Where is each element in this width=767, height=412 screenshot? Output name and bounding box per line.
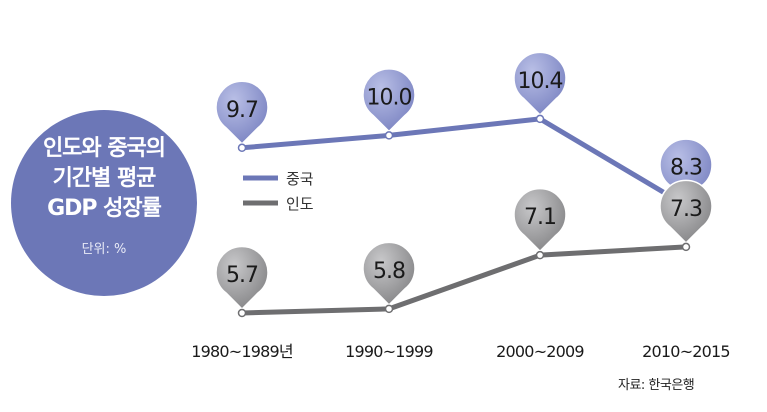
data-marker-india: [215, 245, 269, 311]
data-dot-india: [681, 242, 691, 252]
data-marker-india: [362, 241, 416, 306]
data-point-india: 7.3: [659, 179, 713, 252]
data-dot-india: [535, 250, 545, 260]
data-label-india: 7.3: [670, 197, 702, 222]
data-marker-china: [513, 51, 567, 116]
data-dot-china: [384, 131, 394, 140]
data-dot-india: [237, 308, 247, 318]
legend-label-china: 중국: [286, 170, 314, 188]
series-line-china: [241, 116, 688, 208]
title-line-2: 기간별 평균: [52, 166, 157, 191]
data-label-china: 10.4: [518, 69, 563, 94]
x-tick-label: 1990~1999: [345, 342, 433, 361]
data-label-china: 9.7: [226, 98, 258, 123]
chart-title: 인도와 중국의 기간별 평균 GDP 성장률: [11, 134, 197, 224]
title-line-3: GDP 성장률: [47, 196, 162, 221]
x-axis-labels: 1980~1989년 1990~1999 2000~2009 2010~2015: [191, 342, 730, 361]
data-marker-india: [513, 188, 567, 253]
data-point-india: 5.7: [215, 245, 269, 318]
data-label-china: 10.0: [367, 85, 412, 110]
unit-label: 단위: %: [81, 242, 127, 257]
data-point-india: 5.8: [362, 241, 416, 314]
x-tick-label: 2000~2009: [496, 342, 584, 361]
series-markers: 9.7 10.0 10.4 8.3 5.7 5.8 7.1 7.3: [215, 51, 713, 318]
data-point-china: 9.7: [215, 80, 269, 153]
data-dot-china: [535, 114, 545, 124]
series-lines: [241, 116, 688, 316]
legend-label-india: 인도: [286, 195, 314, 213]
data-label-india: 5.7: [226, 263, 258, 288]
data-marker-china: [215, 80, 269, 145]
source-label: 자료: 한국은행: [618, 378, 695, 393]
data-dot-china: [237, 143, 247, 153]
data-label-china: 8.3: [670, 156, 702, 181]
data-point-india: 7.1: [513, 188, 567, 260]
data-label-india: 5.8: [373, 259, 405, 284]
data-marker-china: [362, 68, 416, 133]
data-dot-india: [384, 304, 394, 314]
x-tick-label: 2010~2015: [642, 342, 730, 361]
data-point-china: 10.4: [513, 51, 567, 124]
data-marker-india: [659, 179, 713, 244]
title-line-1: 인도와 중국의: [42, 136, 166, 161]
series-line-india: [241, 244, 687, 316]
title-badge: 인도와 중국의 기간별 평균 GDP 성장률 단위: %: [11, 110, 197, 296]
data-point-china: 10.0: [362, 68, 416, 140]
x-tick-label: 1980~1989년: [191, 342, 293, 361]
data-label-india: 7.1: [524, 205, 556, 230]
legend: 중국 인도: [243, 170, 314, 213]
